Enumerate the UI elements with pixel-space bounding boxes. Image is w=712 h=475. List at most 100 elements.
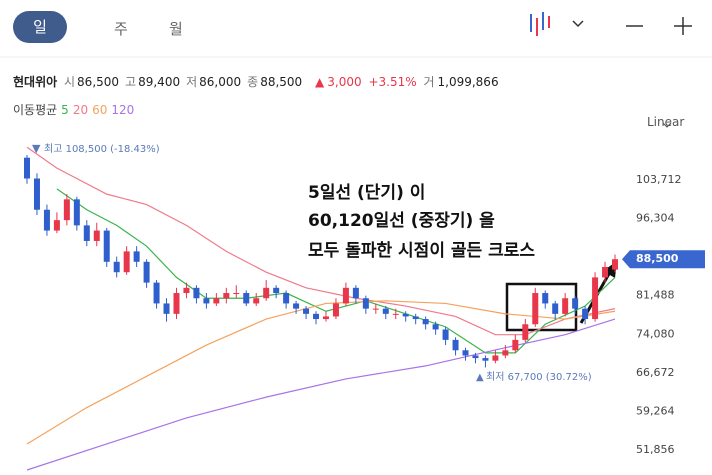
tab-day[interactable]: 일 xyxy=(13,11,67,43)
candle-body xyxy=(53,220,60,231)
min-marker: ▲ xyxy=(476,372,484,383)
candle-body xyxy=(452,339,459,351)
candle-body xyxy=(233,293,240,295)
candle-body xyxy=(392,313,399,315)
candle-body xyxy=(213,298,220,304)
legend-entry: 5 xyxy=(61,103,69,117)
candle-body xyxy=(123,251,130,273)
quote-value: 88,500 xyxy=(260,75,303,89)
candle-body xyxy=(572,298,579,309)
expand-button[interactable] xyxy=(674,17,692,35)
candle-body xyxy=(562,298,569,314)
change: 3,000 xyxy=(327,75,362,89)
candle-body xyxy=(143,261,150,283)
candle-body xyxy=(313,313,320,320)
candle-body xyxy=(512,339,519,351)
y-tick-label: 103,712 xyxy=(636,173,682,186)
price-tag xyxy=(622,250,705,269)
candle-body xyxy=(532,293,539,325)
y-tick-label: 66,672 xyxy=(636,366,675,379)
candle-body xyxy=(293,303,300,309)
candle-body xyxy=(263,287,270,299)
max-marker: ▼ xyxy=(32,142,41,155)
candle-body xyxy=(203,298,210,304)
candle-body xyxy=(163,303,170,314)
quote-label: 저 xyxy=(186,75,198,89)
candle-body xyxy=(24,157,30,179)
quote-value: 86,000 xyxy=(199,75,242,89)
tab-month[interactable]: 월 xyxy=(169,20,183,38)
candle-body xyxy=(63,199,70,221)
candle-body xyxy=(133,251,140,262)
candle-body xyxy=(83,225,90,241)
candle-body xyxy=(273,287,280,294)
volume: 1,099,866 xyxy=(437,75,499,89)
candle-body xyxy=(283,293,290,304)
candle-body xyxy=(352,287,359,299)
legend-entry: 60 xyxy=(92,103,108,117)
chart-type-button[interactable] xyxy=(530,12,584,36)
y-tick-label: 81,488 xyxy=(636,289,675,302)
candle-body xyxy=(542,293,549,304)
legend-entry: 20 xyxy=(72,103,89,117)
y-tick-label: 59,264 xyxy=(636,404,675,417)
candle-body xyxy=(223,293,230,299)
candle-body xyxy=(422,319,429,325)
y-tick-label: 51,856 xyxy=(636,443,675,456)
candle-body xyxy=(33,178,40,210)
quote-label: 종 xyxy=(247,75,259,89)
annotation: 60,120일선 (중장기) 을 xyxy=(308,211,495,231)
candle-body xyxy=(372,308,379,310)
quote-label: 시 xyxy=(64,75,76,89)
scale-select[interactable]: Linear xyxy=(647,115,685,129)
price-tag-label: 88,500 xyxy=(636,252,679,265)
ma-label: 이동평균 xyxy=(13,103,58,117)
ma-legend: 이동평균 5 20 60 120 xyxy=(13,101,138,118)
candle-body xyxy=(93,230,100,241)
quote-value: 89,400 xyxy=(138,75,181,89)
scale-caret xyxy=(662,122,672,128)
candle-body xyxy=(173,293,180,314)
annotation: 5일선 (단기) 이 xyxy=(308,183,425,203)
candle-body xyxy=(253,298,260,304)
min-label: 최저 67,700 (30.72%) xyxy=(486,371,592,383)
candle-body xyxy=(472,355,479,359)
candle-body xyxy=(492,355,499,361)
stock-name: 현대위아 xyxy=(13,75,58,89)
volume-label: 거 xyxy=(423,75,435,89)
candle-body xyxy=(303,308,310,314)
candle-body xyxy=(482,358,489,361)
candle-body xyxy=(442,329,449,340)
y-tick-label: 74,080 xyxy=(636,327,675,340)
legend-entry: 120 xyxy=(111,103,135,117)
candle-body xyxy=(592,277,599,320)
candle-body xyxy=(522,324,529,340)
candle-body xyxy=(502,350,509,356)
candle-body xyxy=(183,287,190,294)
candle-body xyxy=(332,303,339,317)
candle-body xyxy=(552,303,559,314)
candle-body xyxy=(322,316,329,320)
candle-body xyxy=(382,308,389,314)
candle-body xyxy=(43,209,50,231)
candle-body xyxy=(342,287,349,304)
quote-value: 86,500 xyxy=(77,75,120,89)
tab-week[interactable]: 주 xyxy=(114,20,128,38)
candle-body xyxy=(73,199,80,226)
candle-body xyxy=(612,259,618,270)
candle-body xyxy=(402,313,409,317)
candle-body xyxy=(243,293,250,304)
annotation: 모두 돌파한 시점이 골든 크로스 xyxy=(308,241,535,261)
candle-body xyxy=(103,230,110,262)
candle-body xyxy=(412,316,419,320)
candle-body xyxy=(193,287,200,299)
candle-body xyxy=(602,267,609,278)
candle-body xyxy=(462,350,469,356)
quote-label: 고 xyxy=(125,75,137,89)
change-marker: ▲ xyxy=(315,75,325,89)
ma-line xyxy=(26,300,616,445)
y-tick-label: 96,304 xyxy=(636,212,675,225)
candle-body xyxy=(113,261,120,273)
max-label: 최고 108,500 (-18.43%) xyxy=(44,143,160,155)
